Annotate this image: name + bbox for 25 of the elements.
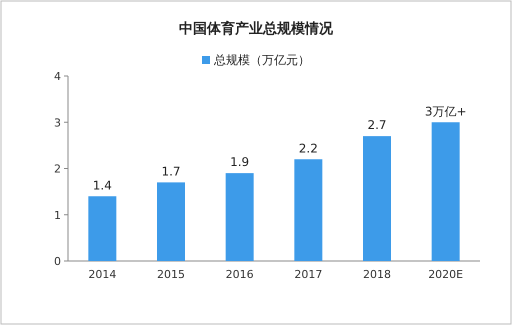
data-label: 2.2 bbox=[298, 141, 318, 156]
y-tick-label: 0 bbox=[54, 255, 61, 268]
y-tick-label: 4 bbox=[54, 70, 61, 83]
y-tick-label: 3 bbox=[54, 116, 61, 130]
data-label: 3万亿+ bbox=[424, 104, 467, 118]
bar bbox=[226, 173, 254, 261]
data-label: 1.4 bbox=[92, 178, 112, 192]
data-label: 1.7 bbox=[161, 164, 181, 178]
bar bbox=[88, 196, 116, 261]
x-tick-label: 2020E bbox=[428, 268, 464, 281]
bar bbox=[432, 122, 460, 261]
data-label: 1.9 bbox=[230, 155, 250, 170]
x-tick-label: 2016 bbox=[226, 268, 254, 281]
y-tick-label: 1 bbox=[54, 208, 61, 222]
bar bbox=[294, 159, 322, 261]
legend-label: 总规模（万亿元） bbox=[213, 53, 310, 67]
x-tick-label: 2015 bbox=[157, 268, 185, 281]
x-tick-label: 2017 bbox=[294, 268, 322, 281]
data-label: 2.7 bbox=[367, 118, 387, 132]
y-tick-label: 2 bbox=[54, 162, 61, 176]
x-tick-label: 2014 bbox=[88, 268, 116, 281]
bar bbox=[363, 136, 391, 261]
chart-title: 中国体育产业总规模情况 bbox=[179, 20, 334, 37]
x-tick-label: 2018 bbox=[363, 268, 391, 281]
bar bbox=[157, 182, 185, 261]
